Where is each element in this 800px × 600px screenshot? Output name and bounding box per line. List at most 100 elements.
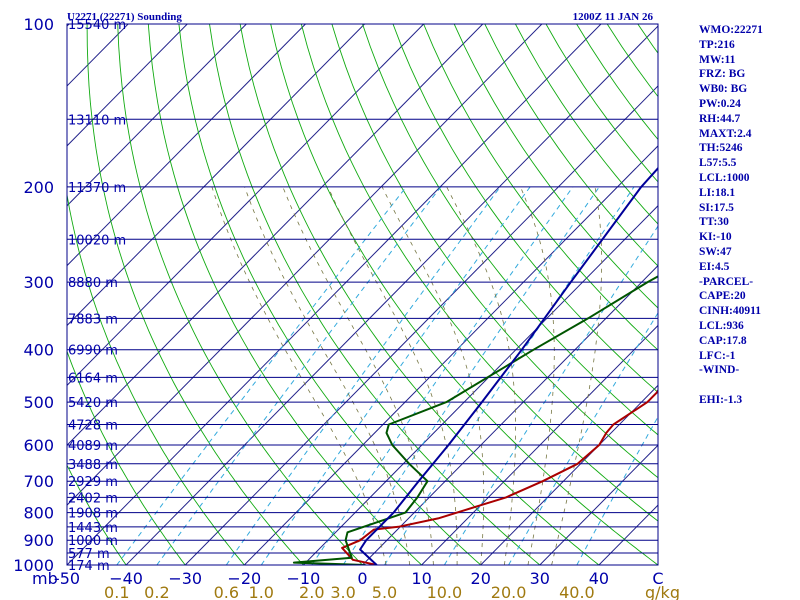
temperature-tick-label: 0: [357, 569, 367, 588]
plot-border: [66, 23, 659, 566]
mixing-ratio-unit-label: g/kg: [645, 583, 680, 600]
pressure-tick-label: 100: [23, 15, 54, 34]
chart-background-lines: [0, 24, 658, 565]
mixing-ratio-tick-label: 0.1: [104, 583, 129, 600]
index-item: RH:44.7: [699, 112, 741, 125]
height-tick-label: 6164 m: [68, 371, 118, 386]
index-item: EI:4.5: [699, 260, 730, 273]
isotherm-line: [67, 24, 425, 387]
index-item: LFC:-1: [699, 349, 736, 362]
temperature-tick-label: C: [652, 569, 663, 588]
temperature-tick-label: −40: [109, 569, 143, 588]
sounding-indices-panel: WMO:22271 TP:216 MW:11 FRZ: BG WB0: BG PW:0.2…: [699, 23, 799, 408]
height-tick-label: 1000 m: [68, 534, 118, 549]
height-tick-label: 4728 m: [68, 419, 118, 434]
index-item: TP:216: [699, 38, 735, 51]
index-item: -PARCEL-: [699, 275, 754, 288]
pressure-tick-label: 300: [23, 273, 54, 292]
height-tick-label: 6990 m: [68, 344, 118, 359]
temperature-tick-label: -50: [54, 569, 80, 588]
isotherm-line: [421, 324, 658, 565]
pressure-tick-label: 600: [23, 436, 54, 455]
height-tick-label: 2402 m: [68, 491, 118, 506]
chart-series: [292, 166, 658, 565]
index-item: FRZ: BG: [699, 68, 746, 81]
pressure-tick-label: 400: [23, 341, 54, 360]
mixing-ratio-tick-label: 5.0: [372, 583, 397, 600]
mixing-ratio-tick-label: 20.0: [491, 583, 527, 600]
height-tick-label: 577 m: [68, 547, 110, 562]
index-item: TT:30: [699, 216, 729, 229]
isotherm-line: [303, 205, 658, 565]
height-tick-label: 13110 m: [68, 113, 126, 128]
height-tick-label: 8880 m: [68, 276, 118, 291]
index-item: -WIND-: [699, 364, 740, 377]
mixing-ratio-tick-label: 0.2: [144, 583, 169, 600]
dry-adiabat-line: [0, 24, 8, 565]
height-tick-label: 15540 m: [68, 18, 126, 33]
mixing-ratio-line: [443, 225, 658, 565]
index-item: CAP:17.8: [699, 334, 747, 347]
index-item: MAXT:2.4: [699, 127, 752, 140]
index-item: KI:-10: [699, 231, 732, 244]
isotherm-line: [125, 25, 658, 565]
height-tick-label: 7883 m: [68, 312, 118, 327]
isotherm-line: [243, 145, 658, 565]
pressure-tick-label: 500: [23, 393, 54, 412]
pressure-tick-label: 700: [23, 472, 54, 491]
mixing-ratio-tick-label: 10.0: [427, 583, 463, 600]
isotherm-line: [67, 24, 247, 207]
observation-time: 1200Z 11 JAN 26: [573, 11, 654, 23]
index-item: LCL:1000: [699, 171, 750, 184]
index-item: EHI:-1.3: [699, 393, 743, 406]
temperature-tick-label: 10: [411, 569, 431, 588]
index-item: MW:11: [699, 53, 736, 66]
temperature-tick-label: 20: [471, 569, 491, 588]
isotherm-line: [67, 24, 602, 565]
pressure-unit-label: mb: [32, 569, 58, 588]
index-item: L57:5.5: [699, 157, 737, 170]
index-item: CINH:40911: [699, 305, 761, 318]
mixing-ratio-tick-label: 40.0: [559, 583, 595, 600]
isotherm-line: [480, 384, 658, 565]
isotherm-line: [67, 24, 543, 506]
height-tick-label: 3488 m: [68, 458, 118, 473]
height-tick-label: 2929 m: [68, 475, 118, 490]
height-tick-label: 5420 m: [68, 396, 118, 411]
isotherm-line: [67, 24, 365, 327]
index-item: TH:5246: [699, 142, 743, 155]
isotherm-line: [184, 85, 658, 565]
mixing-ratio-line: [116, 186, 407, 565]
isotherm-line: [67, 24, 484, 446]
index-item: SI:17.5: [699, 201, 734, 214]
index-item: SW:47: [699, 245, 732, 258]
height-tick-label: 1908 m: [68, 507, 118, 522]
mixing-ratio-tick-label: 0.6: [214, 583, 239, 600]
isotherm-line: [0, 24, 10, 565]
index-item: LI:18.1: [699, 186, 736, 199]
mixing-ratio-line: [342, 186, 600, 565]
height-tick-label: 4089 m: [68, 439, 118, 454]
height-tick-label: 174 m: [68, 559, 110, 574]
height-tick-label: 11370 m: [68, 181, 126, 196]
plot-frame: [67, 24, 658, 565]
temperature-tick-label: 30: [530, 569, 550, 588]
index-item: CAPE:20: [699, 290, 746, 303]
temperature-tick-label: −20: [227, 569, 261, 588]
temperature-tick-label: −10: [287, 569, 321, 588]
temperature-profile-line: [341, 388, 658, 565]
index-item: WB0: BG: [699, 83, 748, 96]
temperature-tick-label: −30: [168, 569, 202, 588]
mixing-ratio-tick-label: 1.0: [249, 583, 274, 600]
height-tick-label: 1443 m: [68, 521, 118, 536]
pressure-tick-label: 800: [23, 504, 54, 523]
mixing-ratio-tick-label: 3.0: [330, 583, 355, 600]
dewpoint-profile-line: [292, 275, 658, 565]
pressure-tick-label: 1000: [13, 556, 54, 575]
parcel-profile-line: [359, 166, 658, 565]
height-tick-label: 10020 m: [68, 233, 126, 248]
index-item: PW:0.24: [699, 97, 741, 110]
mixing-ratio-tick-label: 2.0: [299, 583, 324, 600]
